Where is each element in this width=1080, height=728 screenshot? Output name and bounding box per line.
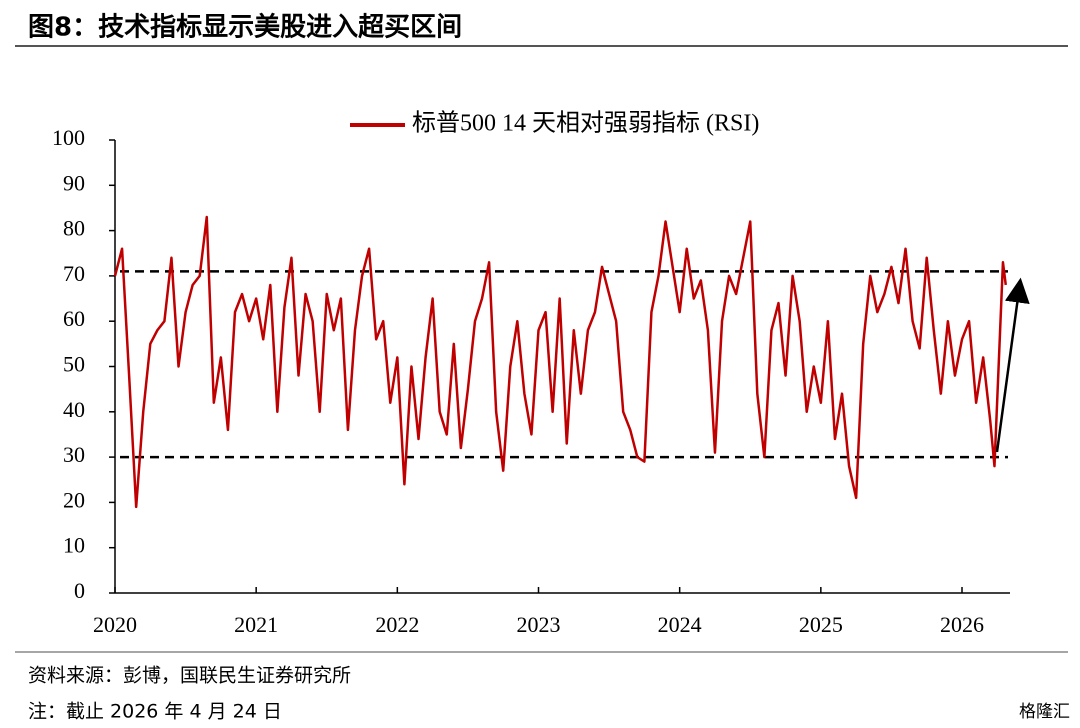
- y-tick-label: 100: [52, 125, 85, 150]
- y-tick-label: 40: [63, 397, 85, 422]
- x-tick-label: 2022: [375, 612, 419, 637]
- x-tick-label: 2023: [517, 612, 561, 637]
- watermark: 格隆汇: [1019, 702, 1070, 722]
- y-tick-label: 90: [63, 170, 85, 195]
- y-tick-label: 60: [63, 306, 85, 331]
- x-tick-label: 2020: [93, 612, 137, 637]
- y-tick-label: 50: [63, 352, 85, 377]
- source: 资料来源：彭博，国联民生证券研究所: [28, 665, 351, 687]
- chart-title: 图8：技术指标显示美股进入超买区间: [28, 12, 462, 43]
- x-tick-label: 2024: [658, 612, 702, 637]
- y-tick-label: 80: [63, 216, 85, 241]
- y-tick-label: 30: [63, 442, 85, 467]
- note: 注：截止 2026 年 4 月 24 日: [28, 701, 282, 723]
- trend-arrow: [995, 277, 1030, 453]
- y-tick-label: 70: [63, 261, 85, 286]
- y-tick-label: 10: [63, 533, 85, 558]
- x-tick-label: 2026: [940, 612, 984, 637]
- y-tick-label: 0: [74, 578, 85, 603]
- legend-label: 标普500 14 天相对强弱指标 (RSI): [412, 110, 759, 137]
- x-tick-label: 2025: [799, 612, 843, 637]
- y-tick-label: 20: [63, 487, 85, 512]
- rsi-line: [113, 215, 1008, 509]
- x-tick-label: 2021: [234, 612, 278, 637]
